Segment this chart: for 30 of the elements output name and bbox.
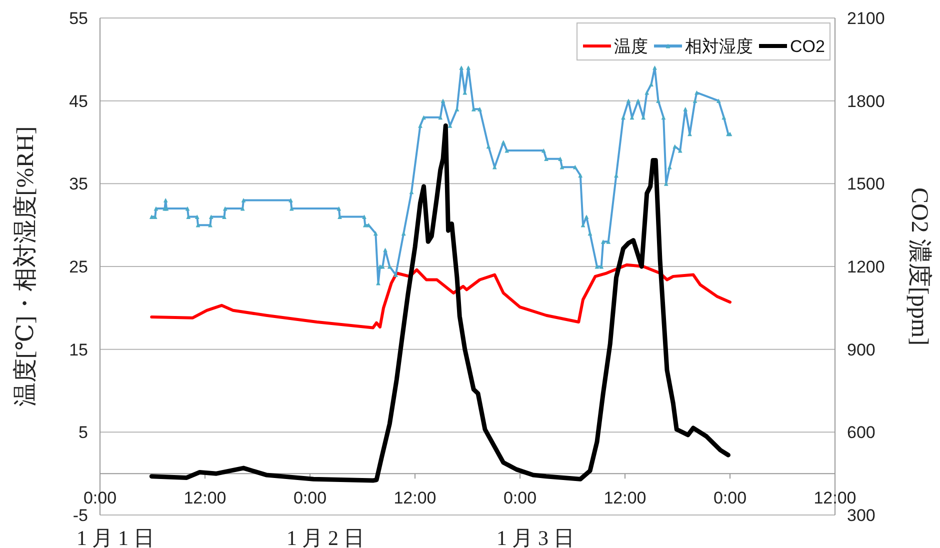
y-tick-label: 35 xyxy=(69,174,88,194)
x-tick-label: 12:00 xyxy=(394,488,436,508)
y-tick-label: 55 xyxy=(69,9,88,28)
y-axis-title: 温度[℃]・相対湿度[%RH] xyxy=(12,126,39,407)
y-tick-label: -5 xyxy=(72,506,88,525)
y2-tick-label: 2100 xyxy=(847,9,885,28)
x-tick-label: 0:00 xyxy=(293,488,327,508)
text: 1月3日 xyxy=(496,526,580,548)
x-tick-label: 12:00 xyxy=(604,488,646,508)
text: 1月2日 xyxy=(286,526,370,548)
x-tick-label: 12:00 xyxy=(184,488,226,508)
y2-axis-title: CO2 濃度[ppm] xyxy=(906,188,933,346)
x-tick-label: 0:00 xyxy=(713,488,747,508)
y2-tick-label: 1200 xyxy=(847,258,885,276)
x-tick-label: 0:00 xyxy=(83,488,117,508)
text: 1月1日 xyxy=(76,526,160,548)
y-tick-label: 15 xyxy=(69,340,88,360)
y-tick-label: 25 xyxy=(69,258,88,276)
legend-label: CO2 xyxy=(790,37,825,56)
x-tick-label: 12:00 xyxy=(814,488,856,508)
y-tick-label: 45 xyxy=(69,92,88,111)
legend-label: 温度 xyxy=(614,37,648,56)
legend-label: 相対湿度 xyxy=(685,37,753,56)
x-tick-label: 0:00 xyxy=(503,488,537,508)
y2-tick-label: 900 xyxy=(847,340,876,360)
y2-tick-label: 600 xyxy=(847,423,876,442)
y2-tick-label: 300 xyxy=(847,506,876,525)
y2-tick-label: 1800 xyxy=(847,92,885,111)
y-tick-label: 5 xyxy=(78,423,88,442)
y2-tick-label: 1500 xyxy=(847,174,885,194)
